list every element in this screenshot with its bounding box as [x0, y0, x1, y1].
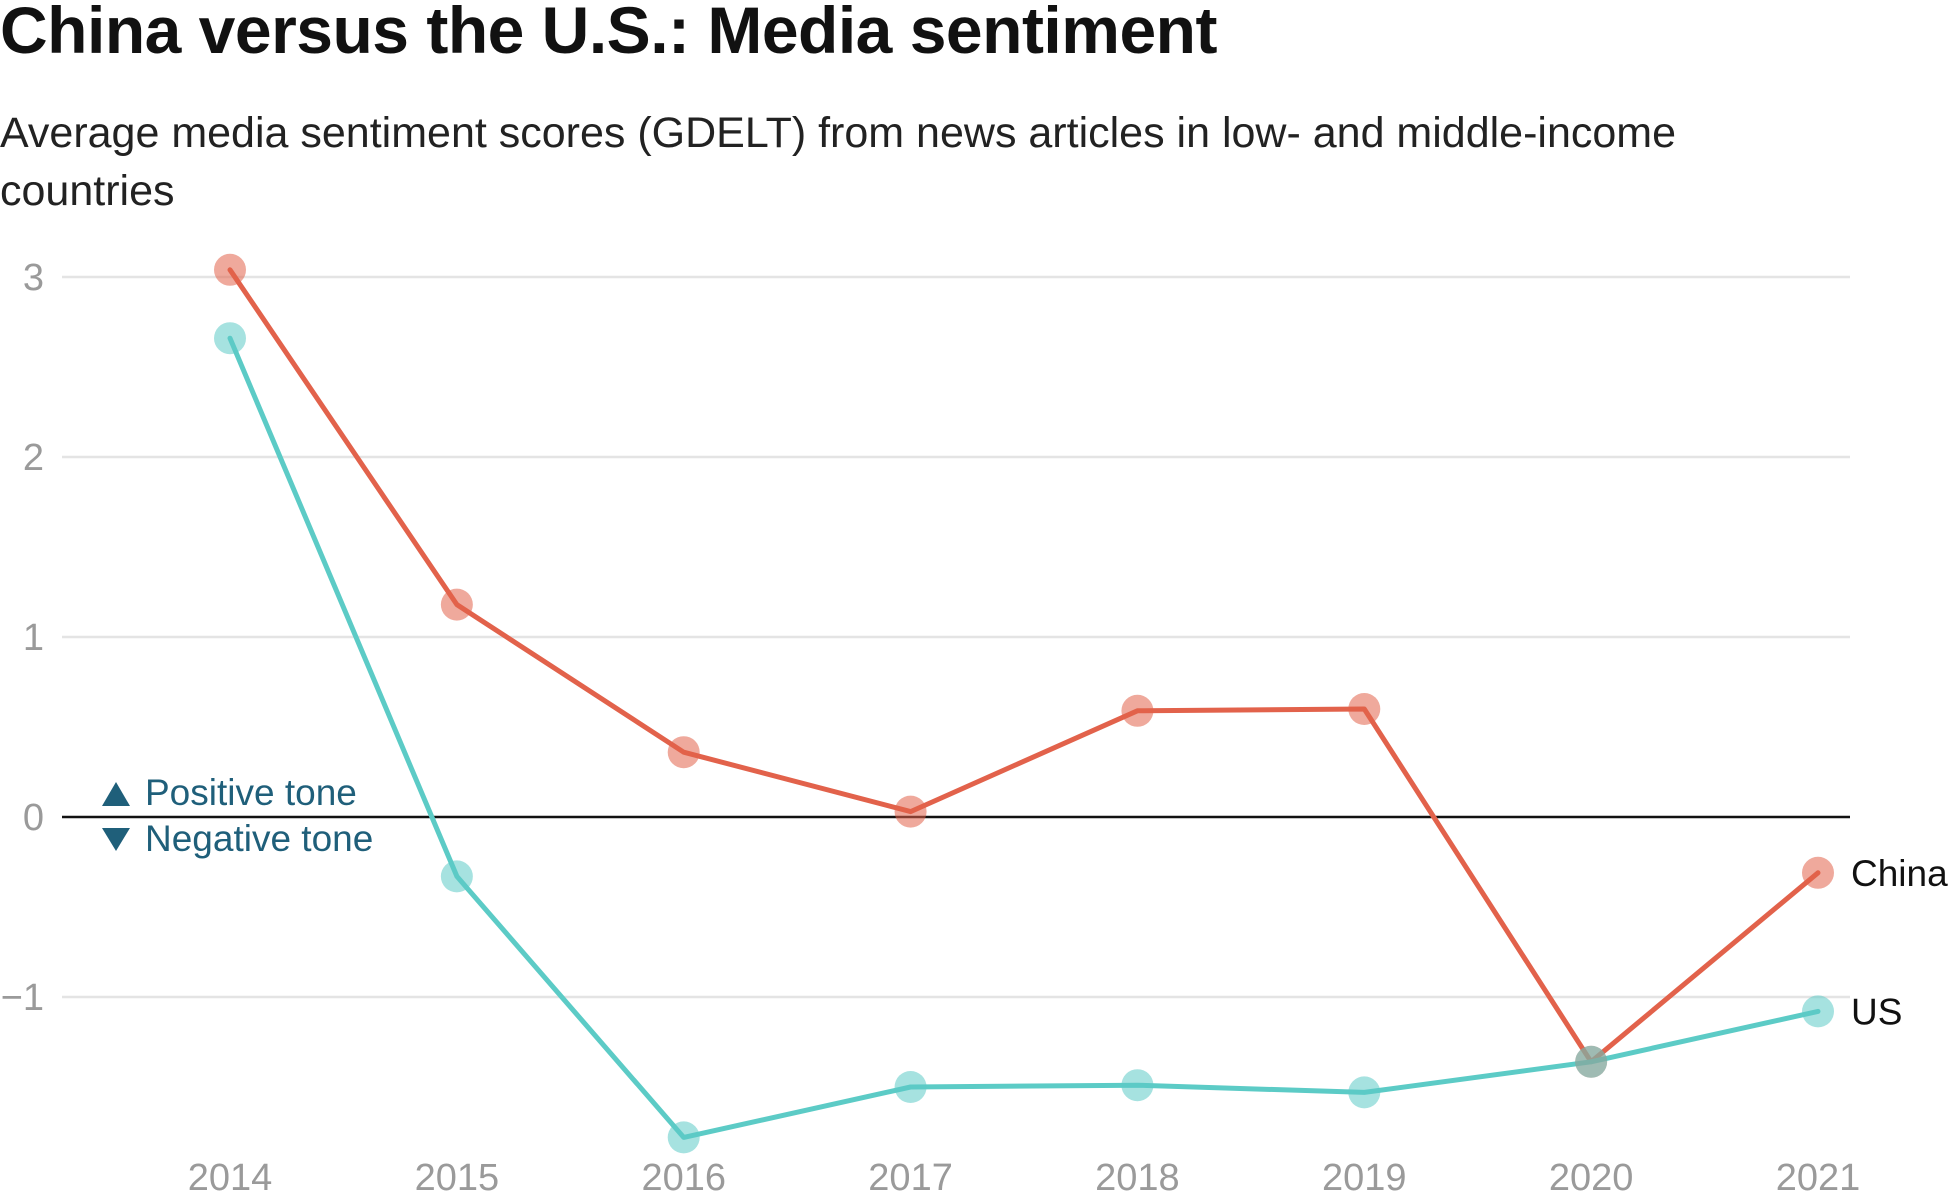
- data-point-us: [667, 1121, 700, 1154]
- data-point-us: [1802, 995, 1834, 1028]
- y-tick-label: 3: [23, 257, 44, 299]
- data-point-us: [1121, 1069, 1154, 1102]
- x-tick-label: 2014: [188, 1157, 273, 1193]
- positive-tone-label: Positive tone: [145, 772, 357, 813]
- data-point-us: [1575, 1045, 1608, 1078]
- series-label-us: US: [1851, 991, 1902, 1032]
- data-point-us: [440, 860, 473, 893]
- data-point-us: [214, 322, 246, 355]
- series-line-china: [227, 267, 1821, 1065]
- up-triangle-icon: [102, 782, 130, 806]
- x-tick-label: 2020: [1549, 1157, 1634, 1193]
- chart-subtitle: Average media sentiment scores (GDELT) f…: [0, 109, 1677, 215]
- data-point-us: [894, 1071, 927, 1103]
- chart-title: China versus the U.S.: Media sentiment: [0, 0, 1217, 67]
- y-tick-label: 1: [23, 617, 44, 659]
- negative-tone-label: Negative tone: [145, 818, 373, 859]
- x-tick-label: 2017: [868, 1157, 953, 1193]
- series-label-china: China: [1851, 853, 1948, 894]
- tone-annotation: Positive tone Negative tone: [102, 772, 373, 859]
- x-tick-label: 2021: [1776, 1157, 1861, 1193]
- series-line-us: [227, 335, 1821, 1140]
- data-point-china: [1348, 693, 1381, 725]
- x-tick-label: 2015: [415, 1157, 500, 1193]
- data-point-china: [1802, 856, 1834, 889]
- data-point-china: [894, 795, 927, 828]
- data-point-china: [214, 253, 246, 286]
- series-lines: [227, 267, 1821, 1140]
- series-layer: China US: [214, 253, 1948, 1154]
- x-tick-label: 2019: [1322, 1157, 1407, 1193]
- data-point-china: [667, 736, 700, 769]
- series-end-labels: China US: [1851, 853, 1948, 1033]
- y-tick-label: −1: [1, 977, 44, 1019]
- axis-layer: 3 2 1 0 −1 2014 2015 2016 2017 2018 2019 2020 2021: [1, 257, 1861, 1193]
- down-triangle-icon: [102, 828, 130, 851]
- x-tick-label: 2018: [1095, 1157, 1180, 1193]
- data-point-china: [1121, 694, 1154, 727]
- y-tick-label: 2: [23, 437, 44, 479]
- x-tick-label: 2016: [641, 1157, 726, 1193]
- data-point-china: [440, 588, 473, 621]
- y-tick-label: 0: [23, 797, 44, 839]
- grid-layer: [62, 275, 1850, 999]
- data-point-us: [1348, 1076, 1381, 1109]
- series-points: [214, 253, 1834, 1154]
